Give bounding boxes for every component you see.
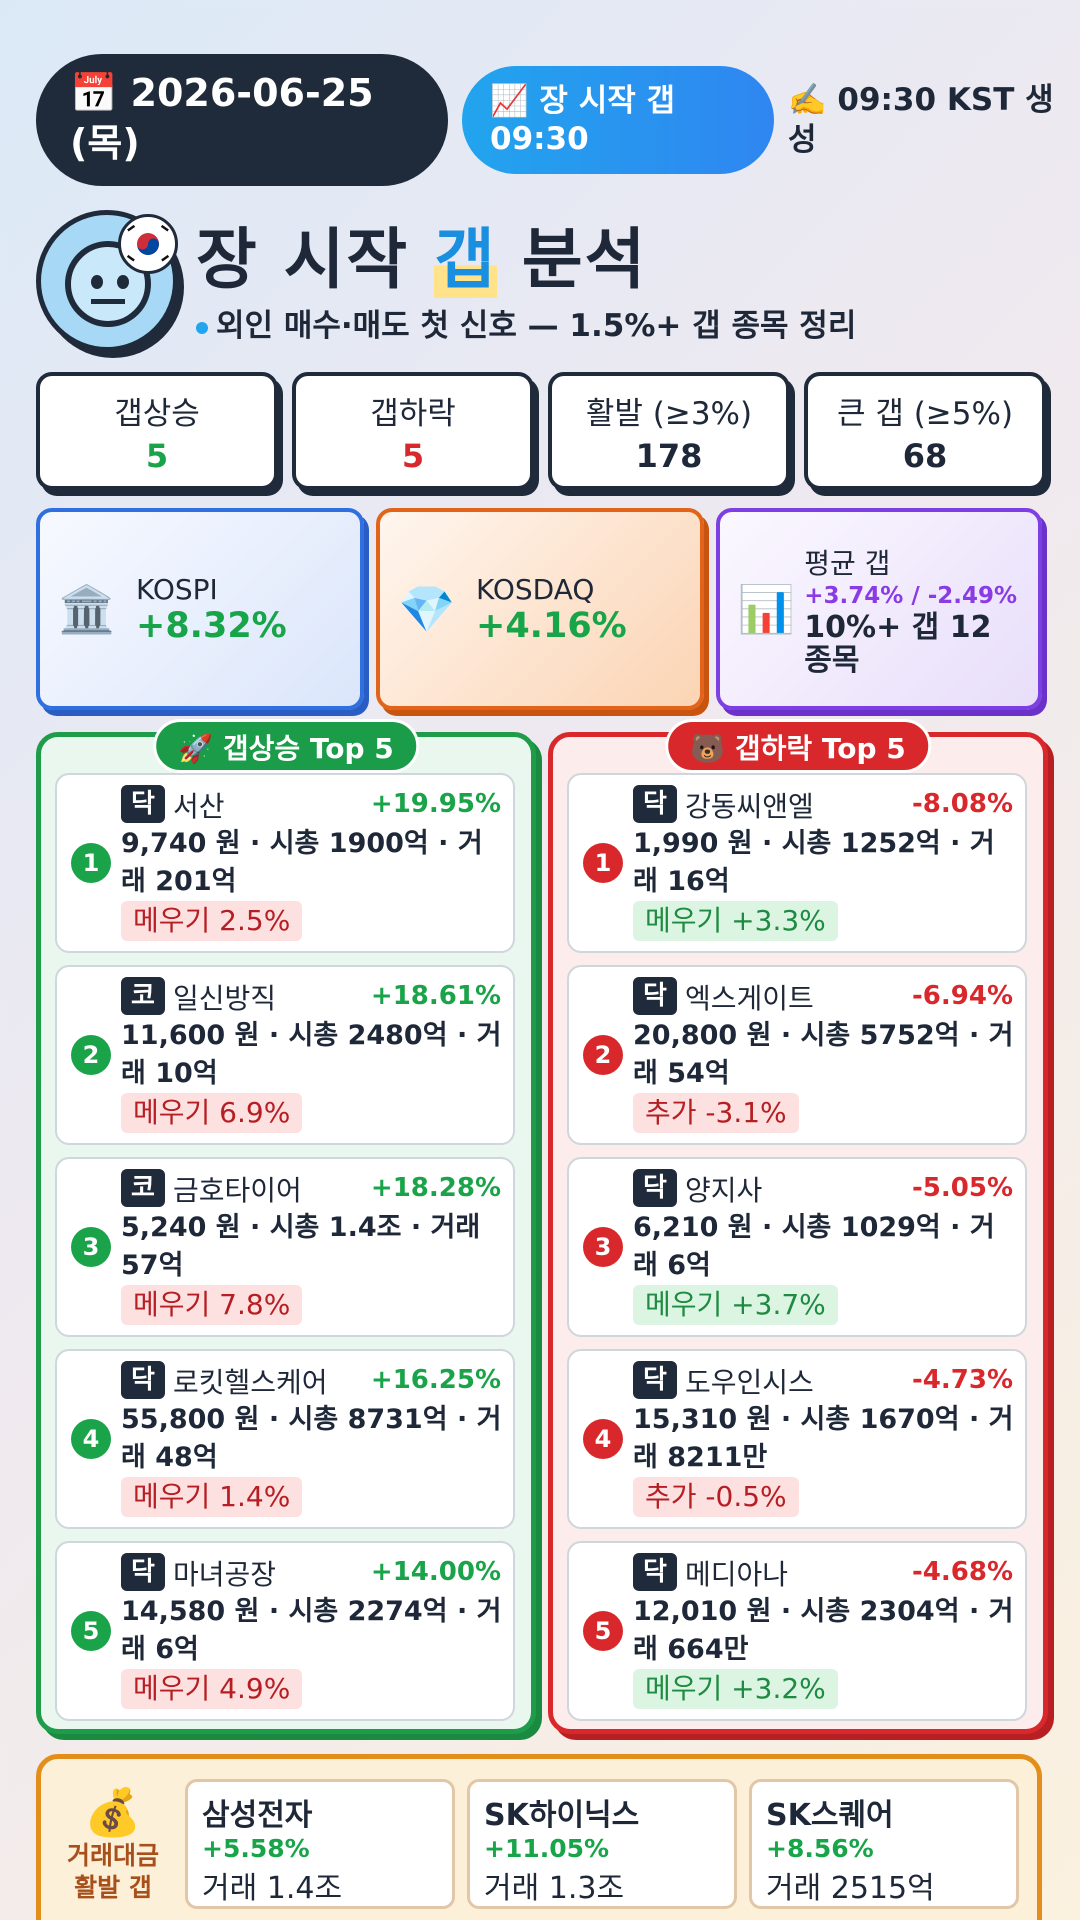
- market-badge: 닥: [121, 785, 165, 823]
- market-badge: 닥: [121, 1553, 165, 1591]
- stock-detail: 11,600 원 · 시총 2480억 · 거래 10억: [121, 1020, 502, 1089]
- gap-percent: +16.25%: [370, 1365, 501, 1395]
- fill-tag: 메우기 +3.7%: [633, 1285, 838, 1325]
- rank-badge: 3: [583, 1227, 623, 1267]
- stock-detail: 9,740 원 · 시총 1900억 · 거래 201억: [121, 828, 483, 897]
- bank-icon: 🏛️: [58, 581, 116, 636]
- rank-badge: 4: [583, 1419, 623, 1459]
- stock-card[interactable]: 5 닥 마녀공장 +14.00% 14,580 원 · 시총 2274억 · 거래 6억…: [55, 1541, 515, 1721]
- stock-name: 메디아나: [685, 1558, 789, 1591]
- stock-name: 금호타이어: [173, 1174, 302, 1207]
- stock-card[interactable]: 1 닥 서산 +19.95% 9,740 원 · 시총 1900억 · 거래 201억 메…: [55, 773, 515, 953]
- stock-name: 도우인시스: [685, 1366, 814, 1399]
- gap-down-panel: 🐻 갭하락 Top 5 1 닥 강동씨앤엘 -8.08% 1,990 원 · 시총 12…: [548, 719, 1048, 1734]
- gap-up-panel: 🚀 갭상승 Top 5 1 닥 서산 +19.95% 9,740 원 · 시총 1900…: [36, 719, 536, 1734]
- rank-badge: 1: [71, 843, 111, 883]
- rank-badge: 2: [583, 1035, 623, 1075]
- fill-tag: 메우기 +3.2%: [633, 1669, 838, 1709]
- stat-gap-up: 갭상승 5: [36, 372, 278, 490]
- gap-percent: -4.68%: [912, 1557, 1013, 1587]
- money-bag-icon: 💰: [84, 1785, 142, 1839]
- market-badge: 닥: [633, 785, 677, 823]
- gap-down-title: 🐻 갭하락 Top 5: [665, 719, 931, 773]
- rank-badge: 2: [71, 1035, 111, 1075]
- fill-tag: 메우기 7.8%: [121, 1285, 303, 1325]
- rank-badge: 4: [71, 1419, 111, 1459]
- stock-detail: 1,990 원 · 시총 1252억 · 거래 16억: [633, 828, 995, 897]
- market-open-pill[interactable]: 📈 장 시작 갭 09:30: [462, 66, 774, 174]
- kosdaq-card: 💎 KOSDAQ +4.16%: [376, 508, 704, 710]
- stock-card[interactable]: 4 닥 로킷헬스케어 +16.25% 55,800 원 · 시총 8731억 · 거래 …: [55, 1349, 515, 1529]
- fill-tag: 메우기 1.4%: [121, 1477, 303, 1517]
- volume-item[interactable]: SK스퀘어 +8.56% 거래 2515억: [749, 1779, 1019, 1909]
- gap-percent: -4.73%: [912, 1365, 1013, 1395]
- volume-item[interactable]: 삼성전자 +5.58% 거래 1.4조: [185, 1779, 455, 1909]
- gem-icon: 💎: [398, 581, 456, 636]
- gap-percent: -6.94%: [912, 981, 1013, 1011]
- fill-tag: 메우기 4.9%: [121, 1669, 303, 1709]
- page-title: 장 시작 갭 분석: [196, 221, 648, 298]
- market-badge: 닥: [633, 977, 677, 1015]
- fill-tag: 추가 -3.1%: [633, 1093, 799, 1133]
- stock-detail: 15,310 원 · 시총 1670억 · 거래 8211만: [633, 1404, 1014, 1473]
- rank-badge: 5: [583, 1611, 623, 1651]
- stat-active: 활발 (≥3%) 178: [548, 372, 790, 490]
- gap-percent: +18.28%: [370, 1173, 501, 1203]
- stock-name: 엑스게이트: [685, 982, 814, 1015]
- stock-name: 일신방직: [173, 982, 277, 1015]
- volume-active-box: 💰 거래대금 활발 갭 삼성전자 +5.58% 거래 1.4조 SK하이닉스 +11.…: [36, 1754, 1042, 1920]
- gap-percent: +14.00%: [370, 1557, 501, 1587]
- stock-card[interactable]: 2 코 일신방직 +18.61% 11,600 원 · 시총 2480억 · 거래 10…: [55, 965, 515, 1145]
- fill-tag: 메우기 +3.3%: [633, 901, 838, 941]
- gap-percent: +18.61%: [370, 981, 501, 1011]
- stock-card[interactable]: 1 닥 강동씨앤엘 -8.08% 1,990 원 · 시총 1252억 · 거래 16억…: [567, 773, 1027, 953]
- stock-name: 로킷헬스케어: [173, 1366, 328, 1399]
- stat-gap-down: 갭하락 5: [292, 372, 534, 490]
- stock-card[interactable]: 3 코 금호타이어 +18.28% 5,240 원 · 시총 1.4조 · 거래 57억…: [55, 1157, 515, 1337]
- stat-big-gap: 큰 갭 (≥5%) 68: [804, 372, 1046, 490]
- kospi-card: 🏛️ KOSPI +8.32%: [36, 508, 364, 710]
- stock-detail: 55,800 원 · 시총 8731억 · 거래 48억: [121, 1404, 502, 1473]
- stock-detail: 5,240 원 · 시총 1.4조 · 거래 57억: [121, 1212, 481, 1281]
- generated-time: ✍️ 09:30 KST 생성: [788, 82, 1054, 158]
- stock-detail: 20,800 원 · 시총 5752억 · 거래 54억: [633, 1020, 1014, 1089]
- gap-percent: -5.05%: [912, 1173, 1013, 1203]
- date-pill: 📅 2026-06-25 (목): [36, 54, 448, 186]
- stock-detail: 12,010 원 · 시총 2304억 · 거래 664만: [633, 1596, 1014, 1665]
- fill-tag: 추가 -0.5%: [633, 1477, 799, 1517]
- gap-percent: -8.08%: [912, 789, 1013, 819]
- rank-badge: 1: [583, 843, 623, 883]
- stock-card[interactable]: 2 닥 엑스게이트 -6.94% 20,800 원 · 시총 5752억 · 거래 54…: [567, 965, 1027, 1145]
- fill-tag: 메우기 2.5%: [121, 901, 303, 941]
- volume-label: 거래대금 활발 갭: [66, 1841, 159, 1902]
- market-badge: 코: [121, 977, 165, 1015]
- market-badge: 닥: [633, 1553, 677, 1591]
- market-badge: 코: [121, 1169, 165, 1207]
- rank-badge: 3: [71, 1227, 111, 1267]
- market-badge: 닥: [633, 1169, 677, 1207]
- rank-badge: 5: [71, 1611, 111, 1651]
- market-badge: 닥: [121, 1361, 165, 1399]
- bar-chart-icon: 📊: [737, 581, 795, 636]
- stock-card[interactable]: 4 닥 도우인시스 -4.73% 15,310 원 · 시총 1670억 · 거래 82…: [567, 1349, 1027, 1529]
- volume-item[interactable]: SK하이닉스 +11.05% 거래 1.3조: [467, 1779, 737, 1909]
- stock-name: 강동씨앤엘: [685, 790, 814, 823]
- fill-tag: 메우기 6.9%: [121, 1093, 303, 1133]
- page-subtitle: 외인 매수·매도 첫 신호 — 1.5%+ 갭 종목 정리: [196, 300, 856, 345]
- stock-name: 서산: [173, 790, 225, 823]
- gap-percent: +19.95%: [370, 789, 501, 819]
- korea-flag-icon: [118, 214, 178, 274]
- stock-detail: 6,210 원 · 시총 1029억 · 거래 6억: [633, 1212, 995, 1281]
- stock-card[interactable]: 5 닥 메디아나 -4.68% 12,010 원 · 시총 2304억 · 거래 664…: [567, 1541, 1027, 1721]
- bullet-dot-icon: [196, 321, 208, 334]
- stock-detail: 14,580 원 · 시총 2274억 · 거래 6억: [121, 1596, 502, 1665]
- market-badge: 닥: [633, 1361, 677, 1399]
- gap-up-title: 🚀 갭상승 Top 5: [153, 719, 419, 773]
- avg-gap-card: 📊 평균 갭 +3.74% / -2.49% 10%+ 갭 12 종목: [716, 508, 1042, 710]
- stock-card[interactable]: 3 닥 양지사 -5.05% 6,210 원 · 시총 1029억 · 거래 6억 메우기…: [567, 1157, 1027, 1337]
- stock-name: 양지사: [685, 1174, 763, 1207]
- stock-name: 마녀공장: [173, 1558, 277, 1591]
